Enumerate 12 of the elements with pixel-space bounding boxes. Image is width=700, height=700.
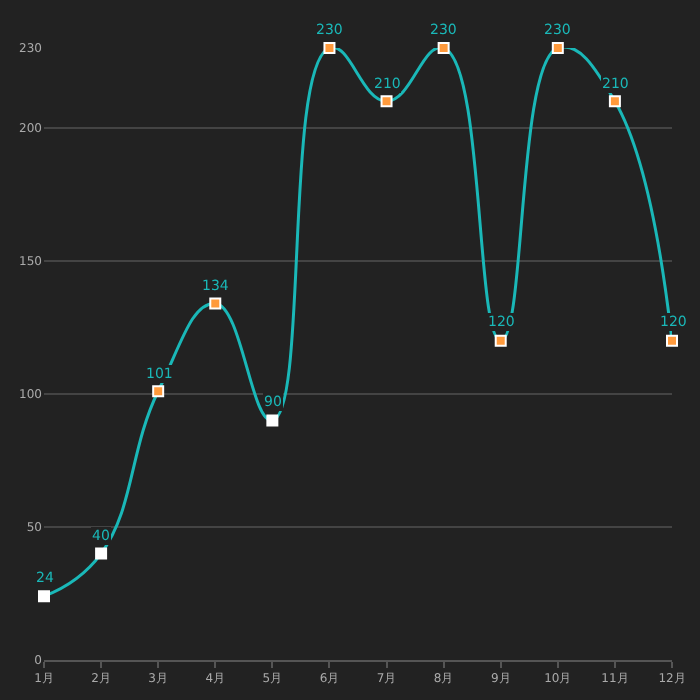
point: [95, 547, 108, 560]
point: [666, 334, 678, 347]
point: [380, 95, 393, 108]
point: [152, 385, 165, 398]
point: [209, 297, 222, 310]
point: [38, 590, 50, 603]
point: [551, 42, 564, 54]
point: [323, 42, 336, 54]
point: [437, 42, 450, 54]
point: [266, 414, 279, 427]
point: [608, 95, 621, 108]
point: [494, 334, 507, 347]
